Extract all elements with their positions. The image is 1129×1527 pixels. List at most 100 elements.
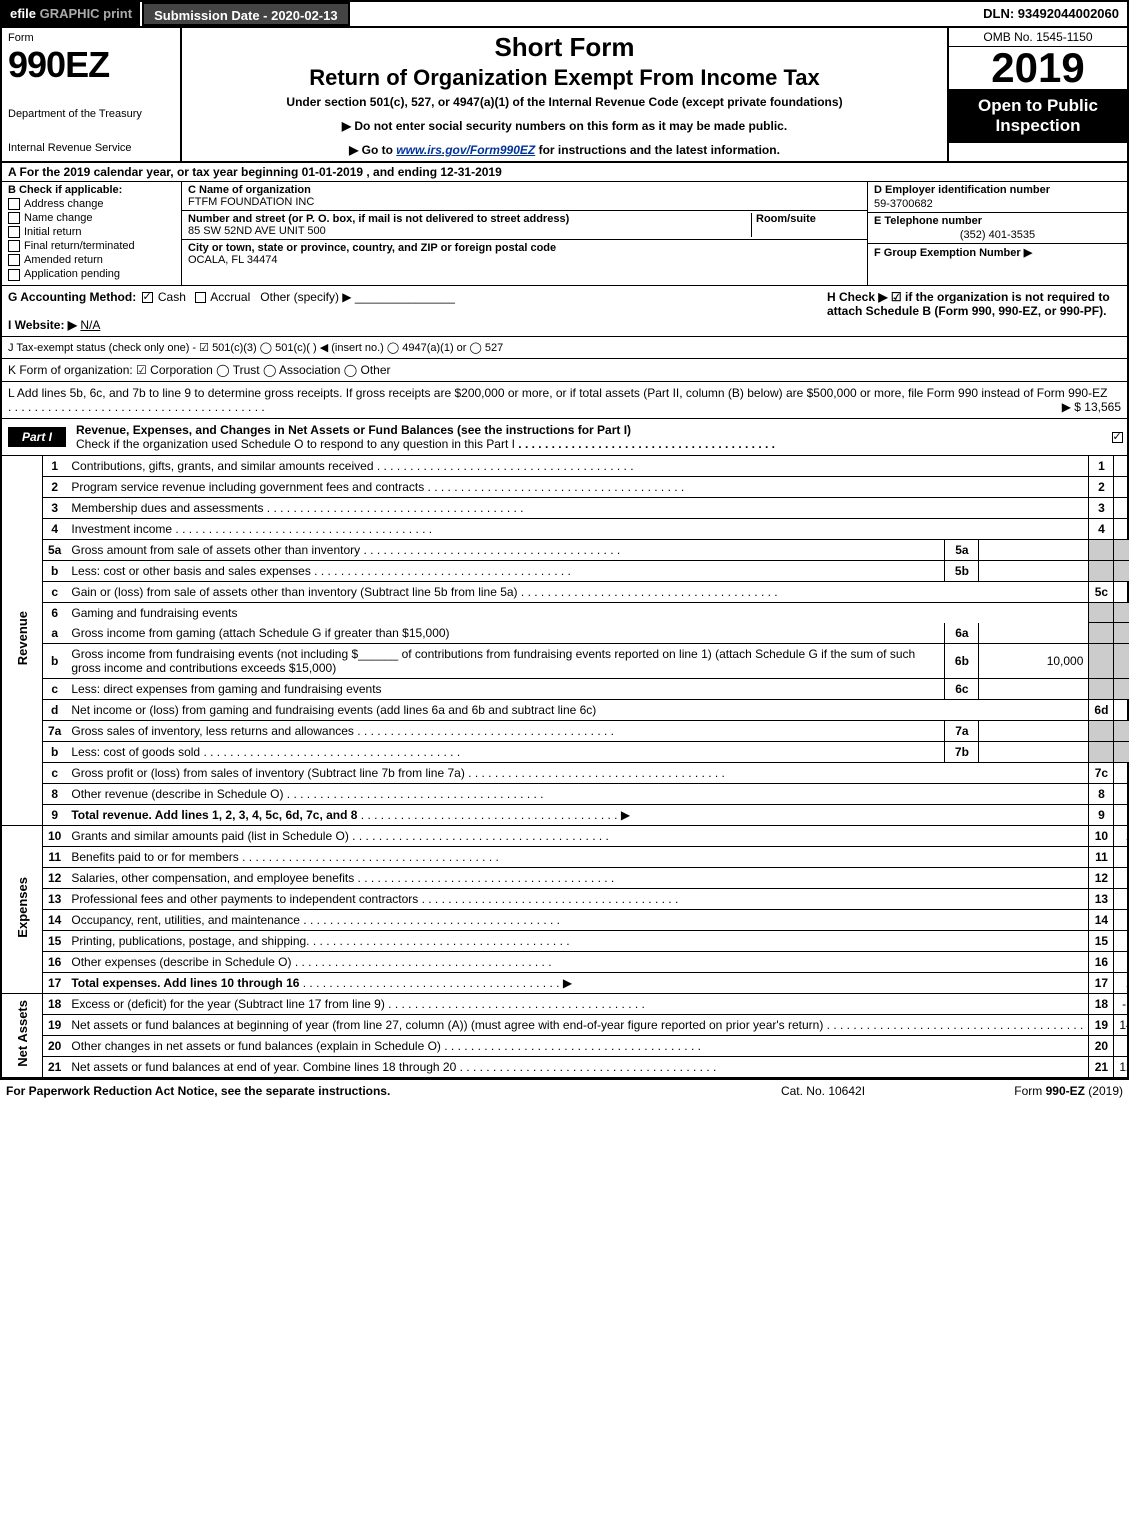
H-text: H Check ▶ ☑ if the organization is not r… (827, 290, 1110, 318)
org-name-value: FTFM FOUNDATION INC (188, 196, 314, 208)
l15-lab: 15 (1089, 930, 1114, 951)
l15-val (1114, 930, 1129, 951)
l6c-desc: Less: direct expenses from gaming and fu… (66, 678, 945, 699)
l5b-desc: Less: cost or other basis and sales expe… (66, 560, 945, 581)
city-label: City or town, state or province, country… (188, 242, 556, 254)
row-13: 13 Professional fees and other payments … (2, 888, 1129, 909)
E-phone-cell: E Telephone number (352) 401-3535 (868, 213, 1127, 244)
row-3: 3 Membership dues and assessments 3 (2, 497, 1129, 518)
part-1-checkbox[interactable] (1107, 430, 1127, 444)
row-L-gross-receipts: L Add lines 5b, 6c, and 7b to line 9 to … (2, 382, 1127, 419)
topbar-spacer (350, 2, 976, 26)
l3-val (1114, 497, 1129, 518)
chk-final-return[interactable]: Final return/terminated (8, 240, 175, 252)
l7a-lab-grey (1089, 720, 1114, 741)
chk-application-pending[interactable]: Application pending (8, 268, 175, 280)
l13-desc: Professional fees and other payments to … (66, 888, 1089, 909)
L-amount: ▶ $ 13,565 (1062, 400, 1121, 414)
E-label: E Telephone number (874, 215, 982, 227)
l14-desc: Occupancy, rent, utilities, and maintena… (66, 909, 1089, 930)
l1-val: 3,000 (1114, 456, 1129, 477)
row-7b: b Less: cost of goods sold 7b (2, 741, 1129, 762)
title-block: Form 990EZ Department of the Treasury In… (2, 28, 1127, 163)
l19-desc: Net assets or fund balances at beginning… (66, 1014, 1089, 1035)
l7b-desc: Less: cost of goods sold (66, 741, 945, 762)
l9-lab: 9 (1089, 804, 1114, 825)
row-15: 15 Printing, publications, postage, and … (2, 930, 1129, 951)
chk-cash[interactable] (142, 292, 153, 303)
row-6c: c Less: direct expenses from gaming and … (2, 678, 1129, 699)
l5b-inlab: 5b (945, 560, 979, 581)
efile-print-button[interactable]: efile GRAPHIC print (2, 2, 140, 26)
l14-val (1114, 909, 1129, 930)
chk-name-change[interactable]: Name change (8, 212, 175, 224)
part-1-header: Part I Revenue, Expenses, and Changes in… (2, 419, 1127, 456)
no-ssn-warning: ▶ Do not enter social security numbers o… (192, 119, 937, 133)
l10-lab: 10 (1089, 825, 1114, 846)
D-label: D Employer identification number (874, 184, 1050, 196)
l12-lab: 12 (1089, 867, 1114, 888)
chk-address-change[interactable]: Address change (8, 198, 175, 210)
org-city-row: City or town, state or province, country… (182, 240, 867, 268)
l1-lab: 1 (1089, 456, 1114, 477)
l5a-num: 5a (43, 539, 67, 560)
l5c-val (1114, 581, 1129, 602)
row-6b: b Gross income from fundraising events (… (2, 643, 1129, 678)
org-name-label: C Name of organization (188, 184, 311, 196)
footer-paperwork: For Paperwork Reduction Act Notice, see … (6, 1084, 723, 1098)
row-12: 12 Salaries, other compensation, and emp… (2, 867, 1129, 888)
l12-desc: Salaries, other compensation, and employ… (66, 867, 1089, 888)
l6d-lab: 6d (1089, 699, 1114, 720)
l4-lab: 4 (1089, 518, 1114, 539)
l18-desc: Excess or (deficit) for the year (Subtra… (66, 993, 1089, 1014)
l5a-inlab: 5a (945, 539, 979, 560)
l6-val-grey (1114, 602, 1129, 623)
l7b-inval (979, 741, 1089, 762)
row-17: 17 Total expenses. Add lines 10 through … (2, 972, 1129, 993)
addr-label: Number and street (or P. O. box, if mail… (188, 213, 569, 225)
col-DEF: D Employer identification number 59-3700… (867, 182, 1127, 285)
l10-desc: Grants and similar amounts paid (list in… (66, 825, 1089, 846)
l7a-inval (979, 720, 1089, 741)
tax-year: 2019 (949, 47, 1127, 90)
l5a-lab-grey (1089, 539, 1114, 560)
row-6a: a Gross income from gaming (attach Sched… (2, 623, 1129, 644)
l11-desc: Benefits paid to or for members (66, 846, 1089, 867)
part-1-sub: Check if the organization used Schedule … (76, 437, 515, 451)
l5a-val-grey (1114, 539, 1129, 560)
part-1-dots (518, 437, 775, 451)
irs-link[interactable]: www.irs.gov/Form990EZ (396, 143, 535, 157)
l21-lab: 21 (1089, 1056, 1114, 1077)
part-1-title-text: Revenue, Expenses, and Changes in Net As… (76, 423, 631, 437)
l8-lab: 8 (1089, 783, 1114, 804)
l6d-val: 10,000 (1114, 699, 1129, 720)
goto-line: ▶ Go to www.irs.gov/Form990EZ for instru… (192, 143, 937, 157)
l19-lab: 19 (1089, 1014, 1114, 1035)
dln-label: DLN: 93492044002060 (975, 2, 1127, 26)
l1-desc: Contributions, gifts, grants, and simila… (66, 456, 1089, 477)
l15-num: 15 (43, 930, 67, 951)
row-2: 2 Program service revenue including gove… (2, 476, 1129, 497)
l12-num: 12 (43, 867, 67, 888)
chk-amended-return[interactable]: Amended return (8, 254, 175, 266)
G-label: G Accounting Method: (8, 290, 140, 304)
l15-desc: Printing, publications, postage, and shi… (66, 930, 1089, 951)
l14-lab: 14 (1089, 909, 1114, 930)
row-9: 9 Total revenue. Add lines 1, 2, 3, 4, 5… (2, 804, 1129, 825)
l7c-desc: Gross profit or (loss) from sales of inv… (66, 762, 1089, 783)
part-1-table: Revenue 1 Contributions, gifts, grants, … (2, 456, 1129, 1078)
l6a-desc: Gross income from gaming (attach Schedul… (66, 623, 945, 644)
l2-lab: 2 (1089, 476, 1114, 497)
l21-val: 129,239 (1114, 1056, 1129, 1077)
l6b-d1: Gross income from fundraising events (no… (71, 647, 358, 661)
chk-initial-return[interactable]: Initial return (8, 226, 175, 238)
l6a-num: a (43, 623, 67, 644)
l6c-lab-grey (1089, 678, 1114, 699)
l19-num: 19 (43, 1014, 67, 1035)
chk-accrual[interactable] (195, 292, 206, 303)
col-C-org-info: C Name of organization FTFM FOUNDATION I… (182, 182, 867, 285)
row-K-form-of-org: K Form of organization: ☑ Corporation ◯ … (2, 359, 1127, 382)
open-public-inspection: Open to Public Inspection (949, 90, 1127, 143)
l6d-num: d (43, 699, 67, 720)
row-19: 19 Net assets or fund balances at beginn… (2, 1014, 1129, 1035)
